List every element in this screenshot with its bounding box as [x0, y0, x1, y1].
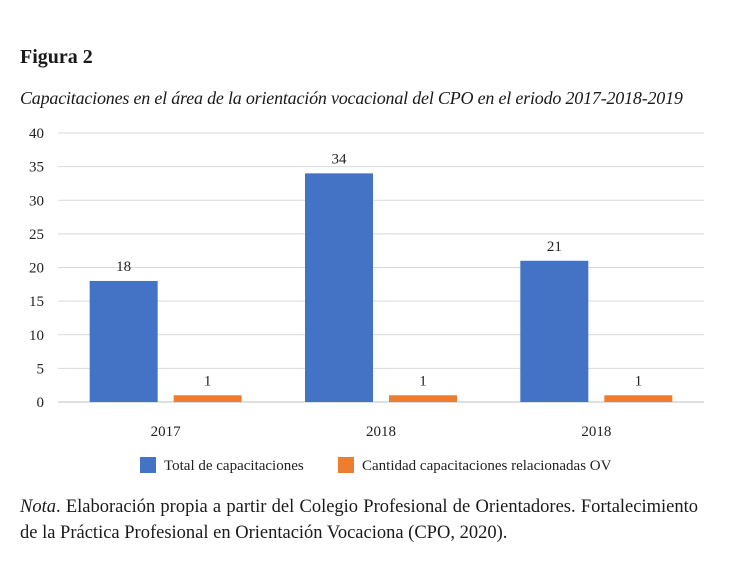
bar — [520, 260, 589, 402]
y-tick-label: 5 — [37, 361, 45, 377]
note-label: Nota — [20, 497, 56, 517]
x-tick-label: 2017 — [151, 424, 182, 440]
y-tick-label: 40 — [29, 126, 44, 142]
y-tick-label: 20 — [29, 261, 44, 277]
note-text: . Elaboración propia a partir del Colegi… — [20, 497, 698, 543]
y-tick-label: 15 — [29, 294, 44, 310]
bar — [604, 395, 673, 402]
data-label: 21 — [547, 239, 562, 255]
bar — [305, 173, 373, 402]
y-tick-label: 30 — [29, 193, 44, 209]
y-tick-label: 10 — [29, 328, 44, 344]
data-label: 18 — [116, 259, 131, 275]
bar — [173, 395, 242, 402]
x-tick-label: 2018 — [366, 424, 396, 440]
y-tick-label: 0 — [37, 395, 45, 411]
figure-caption: Capacitaciones en el área de la orientac… — [20, 88, 683, 108]
figure-label: Figura 2 — [20, 46, 93, 68]
legend-label: Total de capacitaciones — [164, 458, 304, 474]
data-label: 1 — [419, 373, 427, 389]
data-label: 1 — [204, 373, 212, 389]
figure-note: Nota. Elaboración propia a partir del Co… — [20, 494, 698, 546]
bar — [389, 395, 457, 402]
legend-swatch — [140, 457, 156, 473]
y-tick-label: 35 — [29, 160, 44, 176]
y-tick-label: 25 — [29, 227, 44, 243]
data-label: 1 — [635, 373, 643, 389]
x-tick-label: 2018 — [581, 424, 611, 440]
bar-chart: 0 5 10 15 20 25 30 35 40 18 1 2017 34 1 2018 21 1 2018 Tot… — [29, 126, 704, 474]
legend-swatch — [338, 457, 354, 473]
data-label: 34 — [332, 151, 348, 167]
bar — [89, 280, 158, 402]
legend-label: Cantidad capacitaciones relacionadas OV — [362, 458, 612, 474]
